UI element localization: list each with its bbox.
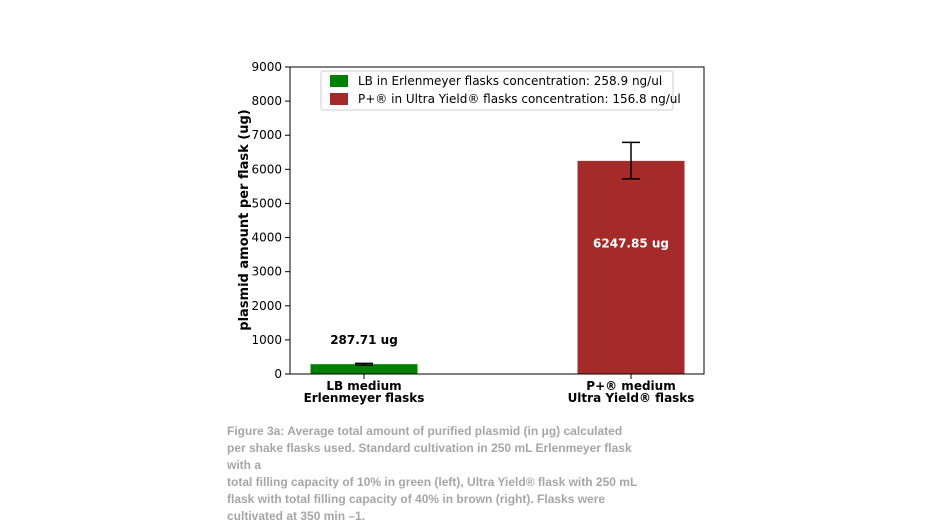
y-tick-label: 0 — [274, 367, 282, 381]
caption-line: per shake flasks used. Standard cultivat… — [227, 441, 632, 455]
caption-line: cultivated at 350 min –1. — [227, 509, 366, 523]
x-tick-label: Erlenmeyer flasks — [304, 391, 425, 405]
caption-line: flask with total filling capacity of 40%… — [227, 492, 606, 506]
legend-swatch-pplus — [330, 93, 348, 105]
data-labels: 287.71 ug 6247.85 ug — [330, 236, 669, 347]
y-tick-label: 1000 — [251, 333, 282, 347]
legend: LB in Erlenmeyer flasks concentration: 2… — [320, 70, 681, 111]
caption-line: with a — [227, 458, 262, 472]
y-tick-label: 8000 — [251, 94, 282, 108]
legend-entry-pplus: P+® in Ultra Yield® flasks concentration… — [358, 92, 681, 106]
caption-line: total filling capacity of 10% in green (… — [227, 475, 638, 489]
y-tick-label: 9000 — [251, 60, 282, 74]
y-tick-label: 3000 — [251, 265, 282, 279]
x-tick-label: Ultra Yield® flasks — [568, 391, 695, 405]
bar — [310, 364, 418, 374]
bar-chart: 0 1000 2000 3000 4000 5000 6000 7000 8000 9000 28… — [237, 60, 705, 405]
plot-frame — [289, 66, 705, 375]
error-bars — [355, 141, 640, 366]
y-tick-label: 7000 — [251, 128, 282, 142]
figure-caption: Figure 3a: Average total amount of purif… — [227, 423, 707, 525]
x-tick-label: P+® medium — [586, 379, 675, 393]
y-tick-label: 2000 — [251, 299, 282, 313]
y-axis-ticks: 0 1000 2000 3000 4000 5000 6000 7000 8000 9000 — [251, 60, 290, 381]
y-tick-label: 5000 — [251, 196, 282, 210]
legend-box — [320, 70, 674, 111]
y-tick-label: 4000 — [251, 231, 282, 245]
bars — [310, 160, 685, 374]
y-tick-label: 6000 — [251, 162, 282, 176]
bar — [577, 160, 685, 374]
data-label: 287.71 ug — [330, 333, 398, 347]
x-tick-label: LB medium — [326, 379, 401, 393]
data-label: 6247.85 ug — [593, 236, 669, 250]
legend-entry-lb: LB in Erlenmeyer flasks concentration: 2… — [358, 74, 662, 88]
caption-line: Figure 3a: Average total amount of purif… — [227, 424, 623, 438]
legend-swatch-lb — [330, 75, 348, 87]
y-axis-label: plasmid amount per flask (ug) — [237, 109, 252, 330]
